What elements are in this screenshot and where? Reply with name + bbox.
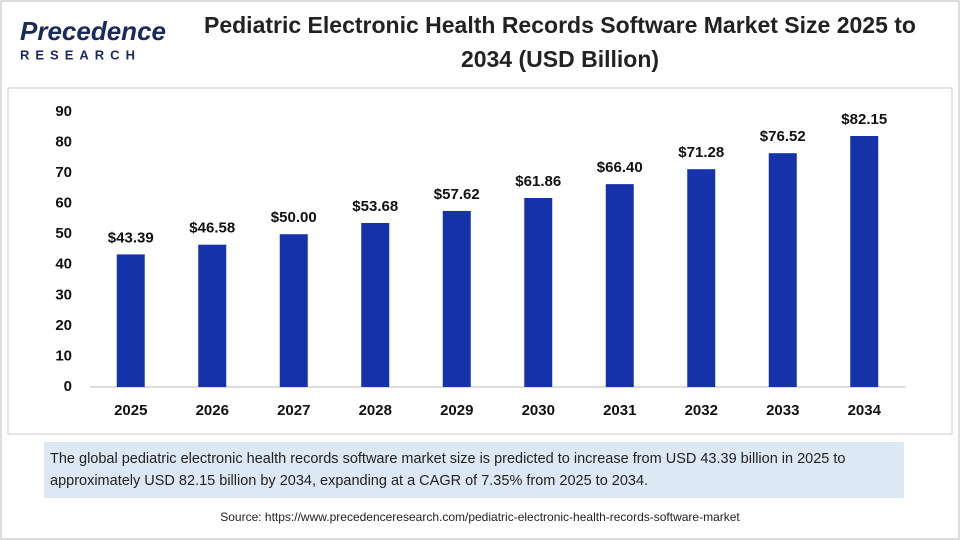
y-tick-label: 40	[55, 256, 72, 273]
value-label: $61.86	[515, 173, 561, 190]
bar	[605, 184, 634, 387]
bar	[687, 169, 716, 387]
bar	[850, 135, 879, 387]
x-tick-label: 2031	[603, 402, 636, 419]
x-tick-label: 2034	[848, 402, 882, 419]
y-tick-label: 90	[55, 103, 72, 120]
x-tick-label: 2033	[766, 402, 799, 419]
bar	[524, 197, 553, 387]
y-tick-label: 20	[55, 317, 72, 334]
value-label: $82.15	[841, 111, 887, 128]
y-tick-label: 50	[55, 225, 72, 242]
value-label: $57.62	[434, 186, 480, 203]
bar	[768, 153, 797, 387]
y-tick-label: 60	[55, 195, 72, 212]
summary-note: The global pediatric electronic health r…	[44, 442, 904, 498]
x-tick-label: 2025	[114, 402, 147, 419]
chart-title: Pediatric Electronic Health Records Soft…	[204, 12, 916, 72]
bar	[361, 222, 390, 387]
value-label: $76.52	[760, 128, 806, 145]
x-tick-label: 2026	[196, 402, 229, 419]
x-tick-label: 2032	[685, 402, 718, 419]
x-tick-label: 2028	[359, 402, 392, 419]
value-label: $66.40	[597, 159, 643, 176]
x-tick-label: 2027	[277, 402, 310, 419]
source: Source: https://www.precedenceresearch.c…	[220, 510, 740, 524]
y-tick-label: 0	[64, 378, 72, 395]
bar	[116, 254, 145, 387]
bar	[442, 210, 471, 387]
value-label: $50.00	[271, 209, 317, 226]
bar	[198, 244, 227, 387]
x-tick-label: 2030	[522, 402, 555, 419]
y-tick-label: 10	[55, 347, 72, 364]
logo-tagline: RESEARCH	[20, 47, 141, 62]
value-label: $46.58	[189, 220, 235, 237]
chart-border	[7, 87, 953, 435]
y-tick-label: 70	[55, 164, 72, 181]
logo-name: Precedence	[20, 16, 166, 46]
y-tick-label: 80	[55, 134, 72, 151]
value-label: $43.39	[108, 229, 154, 246]
y-tick-label: 30	[55, 286, 72, 303]
value-label: $71.28	[678, 144, 724, 161]
x-tick-label: 2029	[440, 402, 473, 419]
bar	[279, 234, 308, 387]
value-label: $53.68	[352, 198, 398, 215]
